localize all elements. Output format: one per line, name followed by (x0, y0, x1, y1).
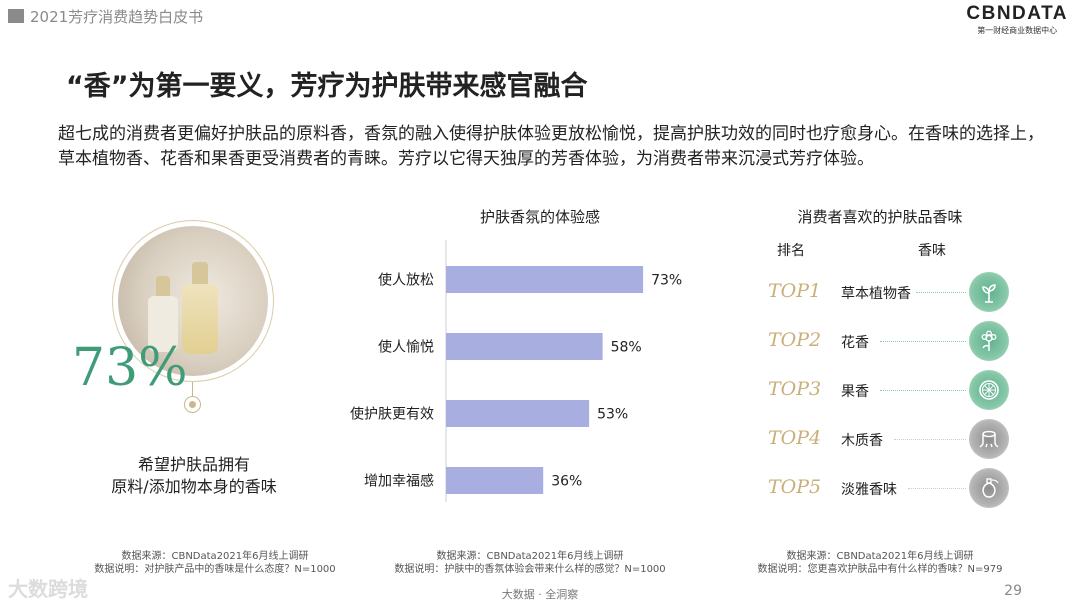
column-rank-header: 排名 (777, 243, 805, 259)
column-scent-header: 香味 (918, 243, 946, 259)
rank-label: TOP5 (768, 476, 822, 498)
scent-name: 花香 (841, 335, 869, 351)
scent-name: 果香 (841, 384, 869, 400)
watermark: 大数跨境 (8, 577, 88, 601)
left-caption: 希望护肤品拥有 原料/添加物本身的香味 (60, 454, 328, 498)
page-title: “香”为第一要义，芳疗为护肤带来感官融合 (66, 71, 588, 102)
ranking-title: 消费者喜欢的护肤品香味 (797, 208, 963, 226)
bar-source-line2: 数据说明：护肤中的香氛体验会带来什么样的感觉？N=1000 (394, 564, 666, 575)
bar-value-label: 53% (597, 407, 628, 423)
left-caption-line2: 原料/添加物本身的香味 (111, 477, 277, 496)
product-photo (118, 226, 268, 376)
ranking-row: TOP5 淡雅香味 (768, 468, 1018, 508)
flower-icon (969, 321, 1009, 361)
rank-label: TOP1 (768, 280, 822, 302)
bar-category-label: 使护肤更有效 (350, 406, 434, 423)
left-caption-line1: 希望护肤品拥有 (137, 455, 250, 474)
dotted-leader (908, 488, 966, 489)
rank-label: TOP2 (768, 329, 822, 351)
dotted-leader (880, 390, 966, 391)
sprout-icon (969, 272, 1009, 312)
bar-category-label: 使人放松 (378, 272, 434, 289)
scent-name: 淡雅香味 (841, 482, 897, 498)
logo-subtitle: 第一财经商业数据中心 (977, 26, 1058, 35)
page-number: 29 (1004, 583, 1022, 599)
tree-stump-icon (969, 419, 1009, 459)
ranking-row: TOP1 草本植物香 (768, 272, 1018, 312)
ranking-source-line2: 数据说明：您更喜欢护肤品中有什么样的香味？N=979 (757, 564, 1003, 575)
bar-3 (446, 467, 544, 494)
left-panel: 73% 希望护肤品拥有 原料/添加物本身的香味 (60, 220, 330, 512)
ranking-row: TOP3 果香 (768, 370, 1018, 410)
rank-label: TOP4 (768, 427, 822, 449)
bar-2 (446, 400, 590, 427)
bar-0 (446, 266, 644, 293)
bar-category-label: 使人愉悦 (378, 339, 434, 356)
ranking-source-line1: 数据来源：CBNData2021年6月线上调研 (786, 551, 974, 562)
bottle-cap-large (192, 262, 208, 286)
bar-value-label: 73% (651, 273, 682, 289)
dotted-leader (916, 292, 966, 293)
photo-ring (112, 220, 274, 382)
bottle-cap-small (156, 276, 170, 298)
bottle-large (182, 284, 218, 354)
left-source-line2: 数据说明：对护肤产品中的香味是什么态度？N=1000 (94, 564, 336, 575)
bar-category-label: 增加幸福感 (364, 473, 434, 490)
dotted-leader (880, 341, 966, 342)
dotted-leader (894, 439, 966, 440)
header-square (8, 9, 24, 23)
bar-source: 数据来源：CBNData2021年6月线上调研 数据说明：护肤中的香氛体验会带来… (380, 550, 680, 576)
footer-slogan: 大数据 · 全洞察 (501, 588, 579, 601)
rank-label: TOP3 (768, 378, 822, 400)
scent-name: 草本植物香 (841, 286, 911, 302)
bar-chart: 使人放松 73% 使人愉悦 58% 使护肤更有效 53% 增加幸福感 36% (350, 240, 682, 502)
ranking-row: TOP4 木质香 (768, 419, 1018, 459)
scent-name: 木质香 (841, 433, 883, 449)
bar-1 (446, 333, 603, 360)
bar-source-line1: 数据来源：CBNData2021年6月线上调研 (436, 551, 624, 562)
bar-chart-title: 护肤香氛的体验感 (479, 208, 600, 226)
connector-dot (184, 396, 201, 413)
ranking-row: TOP2 花香 (768, 321, 1018, 361)
bottle-small (148, 296, 178, 352)
big-percent: 73% (72, 338, 188, 398)
report-title: 2021芳疗消费趋势白皮书 (30, 8, 204, 26)
perfume-bottle-icon (969, 468, 1009, 508)
citrus-slice-icon (969, 370, 1009, 410)
ranking-source: 数据来源：CBNData2021年6月线上调研 数据说明：您更喜欢护肤品中有什么… (730, 550, 1030, 576)
intro-paragraph: 超七成的消费者更偏好护肤品的原料香，香氛的融入使得护肤体验更放松愉悦，提高护肤功… (58, 124, 1044, 169)
cbndata-logo: CBNDATA 第一财经商业数据中心 (966, 4, 1068, 36)
left-source: 数据来源：CBNData2021年6月线上调研 数据说明：对护肤产品中的香味是什… (70, 550, 360, 576)
bar-value-label: 36% (551, 474, 582, 490)
left-source-line1: 数据来源：CBNData2021年6月线上调研 (121, 551, 309, 562)
connector-line (192, 382, 193, 396)
bar-value-label: 58% (611, 340, 642, 356)
logo-text: CBNDATA (966, 3, 1068, 24)
